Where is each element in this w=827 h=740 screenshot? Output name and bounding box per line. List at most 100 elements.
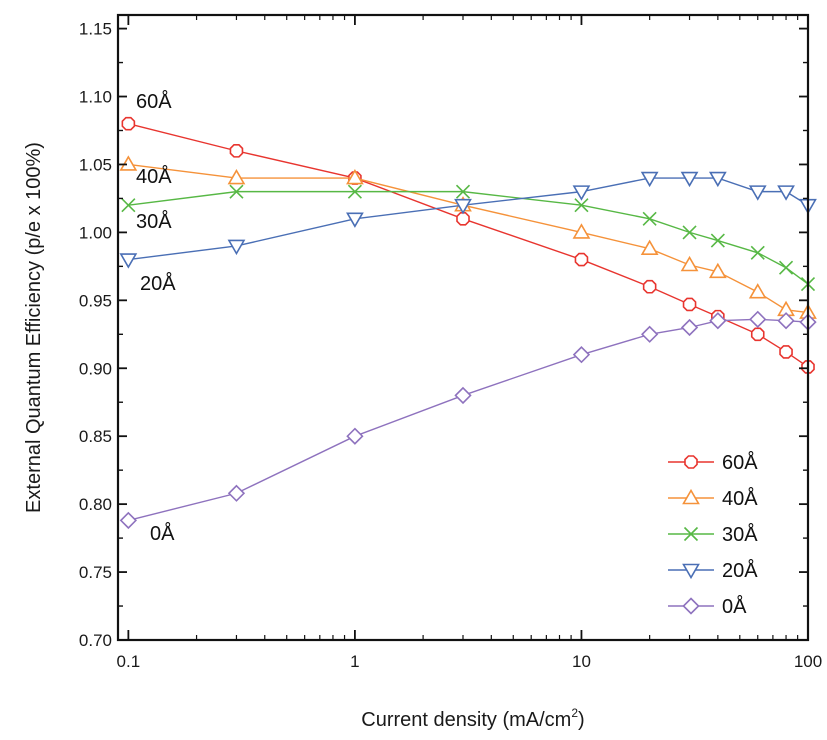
data-point-marker: [119, 511, 137, 530]
y-tick-label: 0.95: [79, 291, 112, 310]
series-annotation: 40Å: [136, 165, 172, 188]
data-point: [456, 212, 470, 226]
data-point: [119, 253, 138, 269]
axes: 0.70 0.75 0.80 0.85 0.90 0.95 1.00 1.05 1.10 1.15…: [79, 13, 822, 671]
data-point: [229, 144, 244, 158]
data-point-marker: [748, 283, 767, 299]
x-axis-title-superscript: 2: [571, 706, 578, 720]
series-annotation: 20Å: [140, 272, 176, 295]
legend-swatch-marker: [683, 526, 699, 542]
data-point: [777, 312, 795, 330]
data-point: [642, 211, 657, 226]
data-point-marker: [680, 255, 699, 272]
data-point: [682, 225, 697, 240]
data-point: [778, 260, 794, 275]
data-point-marker: [121, 198, 136, 213]
data-point-marker: [346, 427, 364, 445]
legend-label: 30Å: [722, 523, 758, 546]
x-tick-label: 1: [350, 652, 359, 671]
series-line: [128, 123, 809, 368]
data-point-marker: [574, 198, 589, 213]
data-point-marker: [779, 345, 793, 359]
data-point-marker: [749, 310, 767, 328]
data-point-marker: [227, 484, 246, 502]
y-tick-label: 1.15: [79, 20, 112, 39]
data-point-marker: [640, 239, 659, 255]
series-annotation: 60Å: [136, 90, 172, 113]
data-point: [748, 283, 767, 299]
data-point: [346, 427, 364, 445]
legend-entry: 60Å: [668, 451, 758, 474]
data-point: [709, 312, 727, 330]
data-point: [119, 511, 137, 530]
legend-entry: 20Å: [668, 559, 758, 582]
data-point: [779, 345, 793, 359]
data-point-marker: [680, 171, 699, 188]
data-point: [680, 171, 699, 188]
data-point: [229, 184, 244, 199]
data-point-marker: [572, 185, 591, 201]
y-tick-label: 0.80: [79, 495, 112, 514]
y-tick-label: 1.10: [79, 88, 112, 107]
data-point: [455, 184, 471, 199]
data-point: [640, 171, 659, 188]
legend: 60Å 40Å 30Å 20Å 0Å: [668, 451, 758, 618]
data-point: [750, 327, 765, 342]
data-point: [572, 185, 591, 201]
data-point-marker: [454, 198, 472, 215]
data-point: [346, 212, 364, 228]
y-tick-label: 1.00: [79, 223, 112, 242]
data-point-marker: [456, 212, 470, 226]
y-tick-label: 0.70: [79, 631, 112, 650]
data-point-marker: [708, 171, 727, 188]
x-axis-title: Current density (mA/cm2): [361, 706, 584, 731]
data-point-marker: [119, 155, 138, 171]
data-point-marker: [682, 297, 697, 312]
data-point-marker: [682, 225, 697, 240]
data-point: [682, 297, 697, 312]
data-point-marker: [572, 346, 591, 364]
legend-label: 0Å: [722, 595, 747, 618]
data-point-marker: [347, 184, 362, 199]
data-point-marker: [119, 253, 138, 269]
data-point-marker: [227, 239, 246, 256]
legend-label: 40Å: [722, 487, 758, 510]
data-point-marker: [572, 223, 591, 239]
data-point: [572, 223, 591, 239]
data-point-marker: [346, 168, 364, 185]
series-line: [128, 318, 809, 522]
y-axis-title: External Quantum Efficiency (p/e x 100%): [23, 142, 45, 513]
series-1: [119, 155, 817, 319]
data-point: [227, 168, 246, 185]
y-tick-label: 0.90: [79, 359, 112, 378]
legend-label: 60Å: [722, 451, 758, 474]
plot-frame: [116, 13, 810, 642]
data-point-marker: [710, 233, 725, 248]
series-4: [119, 310, 817, 530]
x-axis-title-end: ): [578, 709, 585, 731]
legend-entry: 30Å: [668, 523, 758, 546]
data-point: [454, 198, 472, 215]
series-annotation: 0Å: [150, 522, 175, 545]
x-axis-title-main: Current density (mA/cm: [361, 709, 571, 731]
data-point: [454, 386, 472, 405]
data-point-marker: [709, 312, 727, 330]
series-annotation: 30Å: [136, 210, 172, 233]
series-0: [121, 116, 815, 374]
legend-swatch-marker: [684, 455, 698, 469]
data-point: [749, 310, 767, 328]
x-tick-label: 10: [572, 652, 591, 671]
data-point: [748, 185, 767, 201]
data-point: [680, 255, 699, 272]
data-point-marker: [121, 116, 136, 131]
y-tick-label: 0.85: [79, 427, 112, 446]
data-point: [777, 185, 795, 201]
data-point: [710, 233, 725, 248]
data-point-marker: [778, 260, 794, 275]
data-point-marker: [574, 252, 589, 267]
x-tick-label: 100: [794, 652, 822, 671]
data-point-marker: [455, 184, 471, 199]
data-point-marker: [454, 386, 472, 405]
data-point-marker: [680, 318, 699, 337]
